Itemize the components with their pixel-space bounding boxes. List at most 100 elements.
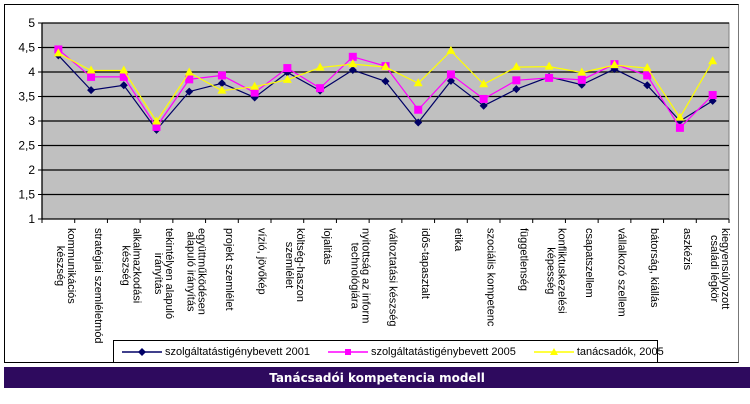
data-point-triangle (708, 56, 718, 65)
x-tick-label: irányítás (152, 253, 164, 295)
data-point-triangle (446, 45, 456, 54)
data-point-triangle (642, 63, 652, 72)
data-point-triangle (119, 65, 129, 74)
data-point-square (512, 76, 521, 85)
data-point-triangle (315, 62, 325, 71)
data-point-square (185, 75, 194, 84)
x-tick-label: függetlenség (517, 228, 529, 291)
y-tick-label: 2 (28, 163, 35, 177)
data-point-triangle (152, 116, 161, 125)
data-point-triangle (511, 62, 521, 71)
y-tick-label: 3 (28, 114, 35, 128)
legend-marker-square-icon (327, 348, 368, 355)
data-point-triangle (544, 61, 554, 70)
data-point-diamond (119, 81, 128, 90)
y-tick-label: 4 (28, 65, 35, 79)
data-point-square (446, 70, 455, 79)
x-tick-label: idős-tapasztalt (419, 228, 431, 299)
legend: szolgáltatástigénybevett 2001 szolgáltat… (113, 340, 664, 363)
data-point-triangle (250, 81, 260, 90)
x-tick-label: konfliktuskezelési (556, 228, 568, 314)
data-point-diamond (185, 87, 194, 96)
data-point-diamond (87, 86, 96, 95)
x-tick-label: képesség (545, 247, 557, 294)
data-point-diamond (446, 76, 455, 85)
data-point-triangle (86, 65, 96, 74)
data-point-square (119, 72, 128, 81)
x-tick-label: költség-haszon (294, 228, 306, 302)
x-tick-label: alkalmazkodási (130, 228, 142, 303)
y-tick-label: 3,5 (18, 90, 35, 104)
data-point-square (217, 71, 226, 80)
x-tick-label: tekintélyen alapuló (163, 228, 175, 319)
x-tick-label: vízió, jövőkép (256, 228, 268, 295)
y-tick-label: 4,5 (18, 41, 35, 55)
x-tick-label: technológiára (348, 243, 360, 310)
data-point-square (643, 71, 652, 80)
data-point-square (675, 123, 684, 132)
x-tick-label: készség (54, 246, 66, 286)
y-tick-label: 1 (28, 212, 35, 226)
data-point-square (316, 84, 325, 93)
x-tick-label: nyitottság az inform (359, 228, 371, 323)
x-tick-label: alapuló irányítás (185, 231, 197, 312)
legend-item-tanacsadok: tanácsadók, 2005 (533, 345, 664, 358)
x-tick-label: projekt szemlélet (223, 228, 235, 311)
y-tick-label: 2,5 (18, 139, 35, 153)
data-point-square (348, 52, 357, 61)
x-tick-label: szemlélet (283, 242, 295, 288)
data-point-triangle (53, 48, 63, 57)
x-tick-label: etika (452, 228, 464, 252)
legend-item-2001: szolgáltatástigénybevett 2001 (122, 346, 310, 358)
legend-label: tanácsadók, 2005 (576, 345, 664, 358)
x-tick-label: vállalkozó szellem (616, 228, 628, 317)
data-point-diamond (512, 85, 521, 94)
data-point-triangle (184, 67, 194, 76)
chart-caption: Tanácsadói kompetencia modell (4, 367, 750, 388)
x-tick-label: kiegyensúlyozott (719, 228, 731, 309)
data-point-triangle (479, 79, 489, 88)
data-point-square (152, 122, 161, 131)
data-point-diamond (643, 81, 652, 90)
data-point-square (708, 91, 717, 100)
data-point-square (545, 73, 554, 82)
data-point-triangle (381, 62, 390, 71)
x-tick-label: készség (119, 245, 131, 285)
data-point-diamond (414, 118, 423, 127)
data-point-diamond (381, 77, 390, 86)
data-point-diamond (217, 79, 226, 88)
x-tick-label: kommunikációs (65, 228, 77, 304)
data-point-square (577, 75, 586, 84)
x-tick-label: bátorság, kiállás (648, 228, 660, 308)
data-point-triangle (282, 74, 292, 83)
data-point-diamond (348, 66, 357, 75)
x-tick-label: stratégiai szemléletmód (92, 228, 104, 344)
data-point-triangle (675, 112, 685, 121)
data-point-square (479, 94, 488, 103)
y-tick-label: 1,5 (18, 188, 35, 202)
data-point-triangle (217, 85, 227, 94)
data-point-triangle (610, 60, 619, 69)
legend-item-2005: szolgáltatástigénybevett 2005 (327, 345, 516, 358)
data-point-diamond (479, 101, 488, 110)
data-point-square (250, 88, 259, 97)
x-tick-label: családi légkör (708, 235, 720, 303)
data-point-square (87, 72, 96, 81)
data-point-triangle (413, 78, 423, 87)
data-point-triangle (348, 59, 358, 68)
x-tick-label: aszkézis (681, 228, 693, 271)
legend-marker-triangle-icon (533, 347, 574, 355)
legend-label: szolgáltatástigénybevett 2001 (165, 345, 310, 358)
y-tick-label: 5 (28, 16, 35, 30)
x-tick-label: együttműködésen (196, 228, 208, 315)
x-tick-label: változtatási készség (387, 228, 399, 326)
legend-label: szolgáltatástigénybevett 2005 (370, 345, 516, 358)
data-point-triangle (577, 67, 587, 76)
legend-marker-diamond-icon (122, 347, 162, 356)
data-point-square (283, 64, 292, 73)
x-tick-label: szociális kompetenc (485, 228, 497, 327)
x-tick-label: lojalitás (321, 228, 333, 265)
x-tick-label: csapatszellem (583, 228, 595, 298)
